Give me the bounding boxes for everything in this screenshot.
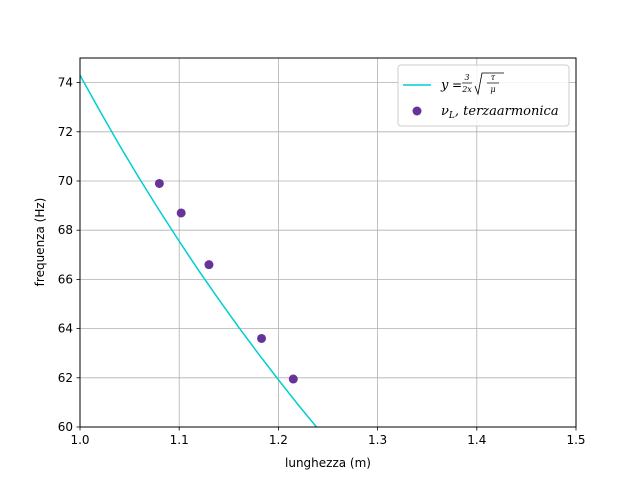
svg-text:μ: μ: [490, 85, 495, 94]
fit-curve-line: [80, 74, 318, 427]
x-tick-label: 1.4: [467, 433, 486, 447]
x-tick-label: 1.3: [368, 433, 387, 447]
x-tick-label: 1.1: [170, 433, 189, 447]
scatter-point: [257, 333, 267, 343]
y-tick-label: 68: [58, 223, 73, 237]
y-tick-label: 62: [58, 371, 73, 385]
y-tick-label: 74: [58, 76, 73, 90]
x-tick-label: 1.5: [566, 433, 585, 447]
y-tick-label: 70: [58, 174, 73, 188]
legend-scatter-swatch: [412, 106, 422, 116]
scatter-point: [204, 260, 214, 270]
x-tick-label: 1.0: [70, 433, 89, 447]
svg-text:τ: τ: [491, 73, 496, 82]
svg-text:y: y: [440, 78, 449, 93]
scatter-point: [154, 178, 164, 188]
y-tick-label: 66: [58, 272, 73, 286]
legend: y = 3 2x τ μ νL, terzaarmonica: [397, 64, 570, 127]
svg-text:3: 3: [464, 73, 469, 82]
y-axis-label: frequenza (Hz): [33, 198, 47, 287]
series-layer: [80, 74, 318, 427]
axes-frame: [79, 57, 577, 428]
scatter-point: [176, 208, 186, 218]
scatter-point: [288, 374, 298, 384]
x-ticks: 1.0 1.1 1.2 1.3 1.4 1.5: [70, 427, 586, 447]
y-tick-label: 60: [58, 420, 73, 434]
legend-scatter-label: νL, terzaarmonica: [441, 104, 559, 121]
y-ticks: 60 62 64 66 68 70 72 74: [58, 76, 80, 434]
y-tick-label: 64: [58, 322, 73, 336]
svg-text:νL, terzaarmonica: νL, terzaarmonica: [441, 104, 559, 121]
x-tick-label: 1.2: [269, 433, 288, 447]
svg-text:2x: 2x: [461, 85, 472, 94]
legend-line-label: y = 3 2x τ μ: [440, 72, 504, 96]
legend-box: [397, 64, 570, 127]
x-axis-label: lunghezza (m): [285, 456, 371, 470]
svg-text:=: =: [452, 78, 462, 92]
y-tick-label: 72: [58, 125, 73, 139]
